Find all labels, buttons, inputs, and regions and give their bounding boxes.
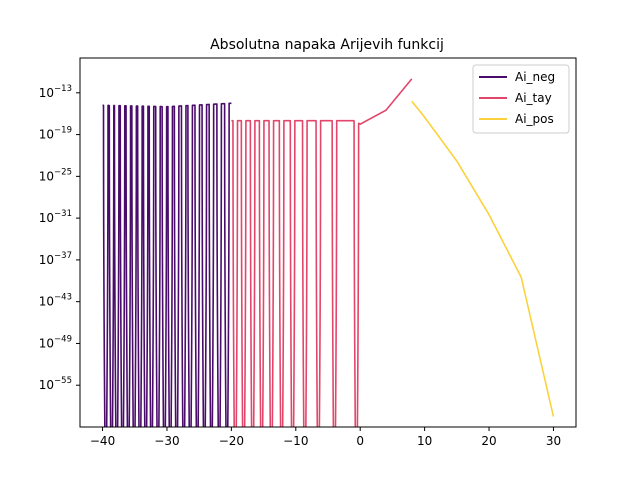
x-axis: −40 −30 −20 −10 0 10 20 30 bbox=[90, 427, 561, 448]
axes-frame bbox=[79, 57, 577, 428]
legend: Ai_neg Ai_tay Ai_pos bbox=[472, 64, 570, 134]
x-tick-label: −10 bbox=[283, 434, 308, 448]
y-tick-label: 10−43 bbox=[39, 293, 72, 309]
y-tick-label: 10−31 bbox=[39, 209, 72, 225]
x-tick-label: −20 bbox=[219, 434, 244, 448]
y-tick-label: 10−55 bbox=[39, 376, 72, 392]
chart-title: Absolutna napaka Arijevih funkcij bbox=[210, 37, 444, 53]
x-tick-label: 10 bbox=[417, 434, 432, 448]
series-group bbox=[101, 78, 555, 427]
y-axis: 10−55 10−49 10−43 10−37 10−31 10−25 10−19 10−13 bbox=[39, 84, 80, 392]
y-tick-label: 10−25 bbox=[39, 167, 72, 183]
y-tick-label: 10−49 bbox=[39, 334, 72, 350]
y-tick-label: 10−13 bbox=[39, 84, 72, 100]
y-tick-label: 10−37 bbox=[39, 251, 72, 267]
legend-label: Ai_pos bbox=[515, 112, 554, 126]
y-tick-label: 10−19 bbox=[39, 126, 72, 142]
series-line-ai-pos bbox=[410, 100, 555, 418]
x-tick-label: 20 bbox=[481, 434, 496, 448]
x-tick-label: 0 bbox=[356, 434, 364, 448]
x-tick-label: −30 bbox=[154, 434, 179, 448]
legend-box bbox=[472, 64, 570, 134]
x-tick-label: −40 bbox=[90, 434, 115, 448]
series-line-ai-neg bbox=[101, 102, 233, 427]
legend-label: Ai_neg bbox=[515, 70, 555, 84]
legend-label: Ai_tay bbox=[515, 91, 552, 105]
x-tick-label: 30 bbox=[546, 434, 561, 448]
series-line-ai-tay bbox=[230, 78, 413, 427]
